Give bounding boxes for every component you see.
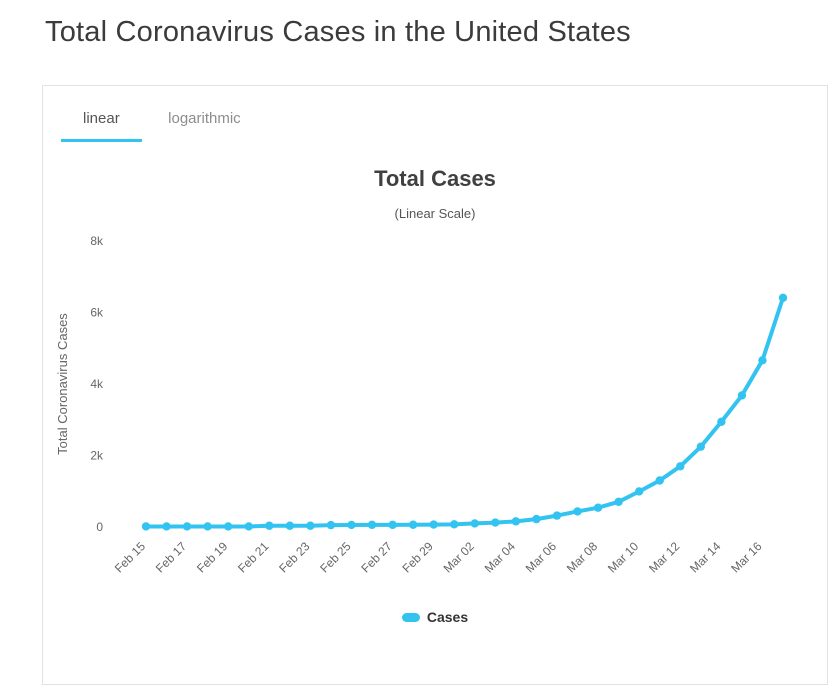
svg-text:Feb 21: Feb 21 bbox=[235, 539, 272, 576]
svg-text:Feb 15: Feb 15 bbox=[112, 539, 149, 576]
chart-title: Total Cases bbox=[374, 166, 496, 191]
svg-text:Feb 27: Feb 27 bbox=[358, 539, 395, 576]
svg-text:Mar 04: Mar 04 bbox=[482, 539, 519, 576]
svg-text:Mar 12: Mar 12 bbox=[646, 539, 683, 576]
svg-text:Feb 23: Feb 23 bbox=[276, 539, 313, 576]
svg-text:Mar 08: Mar 08 bbox=[564, 539, 601, 576]
page-title: Total Coronavirus Cases in the United St… bbox=[45, 16, 631, 48]
svg-text:Mar 10: Mar 10 bbox=[605, 539, 642, 576]
legend-label-cases: Cases bbox=[426, 609, 469, 625]
chart-subtitle: (Linear Scale) bbox=[394, 206, 476, 221]
svg-text:Feb 25: Feb 25 bbox=[317, 539, 354, 576]
chart-card: linear logarithmic Total Cases (Linear S… bbox=[42, 85, 828, 685]
svg-text:Mar 14: Mar 14 bbox=[687, 539, 724, 576]
tab-linear[interactable]: linear bbox=[61, 102, 142, 142]
svg-text:Feb 17: Feb 17 bbox=[153, 539, 190, 576]
svg-text:Mar 06: Mar 06 bbox=[523, 539, 560, 576]
svg-text:Feb 19: Feb 19 bbox=[194, 539, 231, 576]
svg-text:Total Coronavirus Cases: Total Coronavirus Cases bbox=[55, 313, 70, 455]
svg-text:Feb 29: Feb 29 bbox=[399, 539, 436, 576]
svg-text:Mar 02: Mar 02 bbox=[441, 539, 478, 576]
chart-legend[interactable]: Cases bbox=[43, 609, 827, 639]
legend-marker-cases bbox=[401, 612, 420, 622]
svg-text:0: 0 bbox=[96, 520, 103, 534]
svg-text:Mar 16: Mar 16 bbox=[728, 539, 765, 576]
tab-logarithmic[interactable]: logarithmic bbox=[168, 110, 241, 127]
svg-text:6k: 6k bbox=[90, 306, 104, 320]
svg-text:8k: 8k bbox=[90, 234, 104, 248]
svg-text:4k: 4k bbox=[90, 377, 104, 391]
svg-text:2k: 2k bbox=[90, 449, 104, 463]
scale-tabs: linear logarithmic bbox=[43, 102, 827, 142]
